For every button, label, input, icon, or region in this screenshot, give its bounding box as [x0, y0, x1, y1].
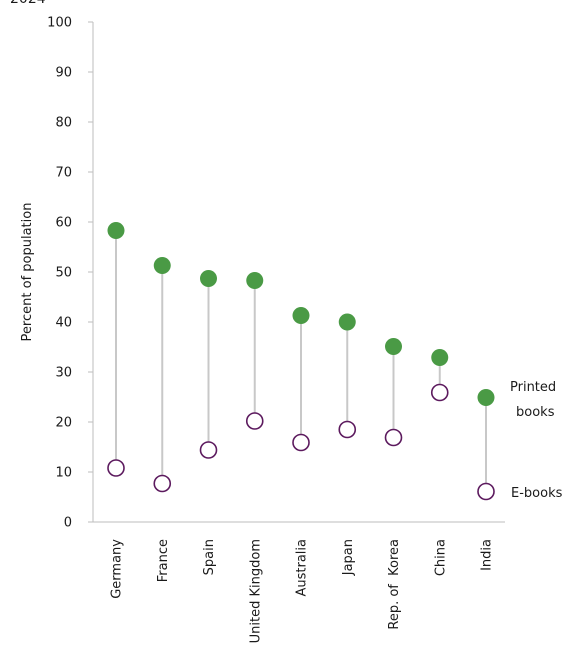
category-label: Australia	[295, 539, 310, 597]
category-label: Germany	[110, 539, 125, 599]
y-tick-label: 20	[55, 416, 72, 431]
y-tick-label: 50	[55, 266, 72, 281]
printed-books-point	[477, 389, 495, 406]
printed-books-point	[153, 257, 171, 274]
connectors	[115, 230, 487, 492]
category-label: Rep. of Korea	[387, 539, 402, 630]
y-tick-label: 70	[55, 166, 72, 181]
y-tick-label: 0	[64, 516, 72, 531]
ebooks-point	[430, 383, 449, 402]
header-fragment: 2024	[10, 0, 46, 7]
ebooks-point	[292, 433, 310, 452]
category-label: China	[433, 539, 448, 576]
legend-ebooks: E-books	[511, 486, 563, 501]
y-axis-title: Percent of population	[20, 203, 35, 342]
printed-books-point	[338, 313, 356, 331]
y-tick-label: 90	[55, 66, 72, 81]
legend-printed-line1: Printed	[510, 380, 556, 395]
markers	[107, 222, 495, 501]
printed-books-point	[200, 270, 217, 287]
category-label: United Kingdom	[248, 539, 263, 643]
category-label: France	[156, 539, 171, 582]
ebooks-point	[153, 474, 172, 493]
y-axis: 0 10 20 30 40 50 60 70 80 90 100	[47, 16, 505, 531]
printed-books-point	[431, 349, 449, 366]
printed-books-point	[292, 307, 310, 324]
ebooks-point	[245, 412, 264, 430]
category-label: Japan	[341, 539, 356, 576]
printed-books-point	[107, 222, 125, 239]
category-label: India	[480, 539, 495, 571]
legend-printed-line2: books	[516, 405, 555, 420]
y-tick-label: 30	[55, 366, 72, 381]
printed-books-point	[246, 272, 264, 289]
ebooks-point	[199, 441, 218, 459]
ebooks-point	[338, 420, 357, 439]
legend: Printed books E-books	[510, 380, 563, 501]
y-tick-label: 100	[47, 16, 72, 31]
ebooks-point	[477, 482, 495, 501]
printed-books-point	[385, 338, 402, 355]
ebooks-point	[107, 459, 125, 477]
y-tick-label: 40	[55, 316, 72, 331]
category-labels: Germany France Spain United Kingdom Australi…	[110, 539, 495, 644]
ebooks-point	[384, 428, 403, 447]
y-tick-label: 80	[55, 116, 72, 131]
category-label: Spain	[202, 539, 217, 575]
y-tick-label: 60	[55, 216, 72, 231]
y-tick-label: 10	[55, 466, 72, 481]
